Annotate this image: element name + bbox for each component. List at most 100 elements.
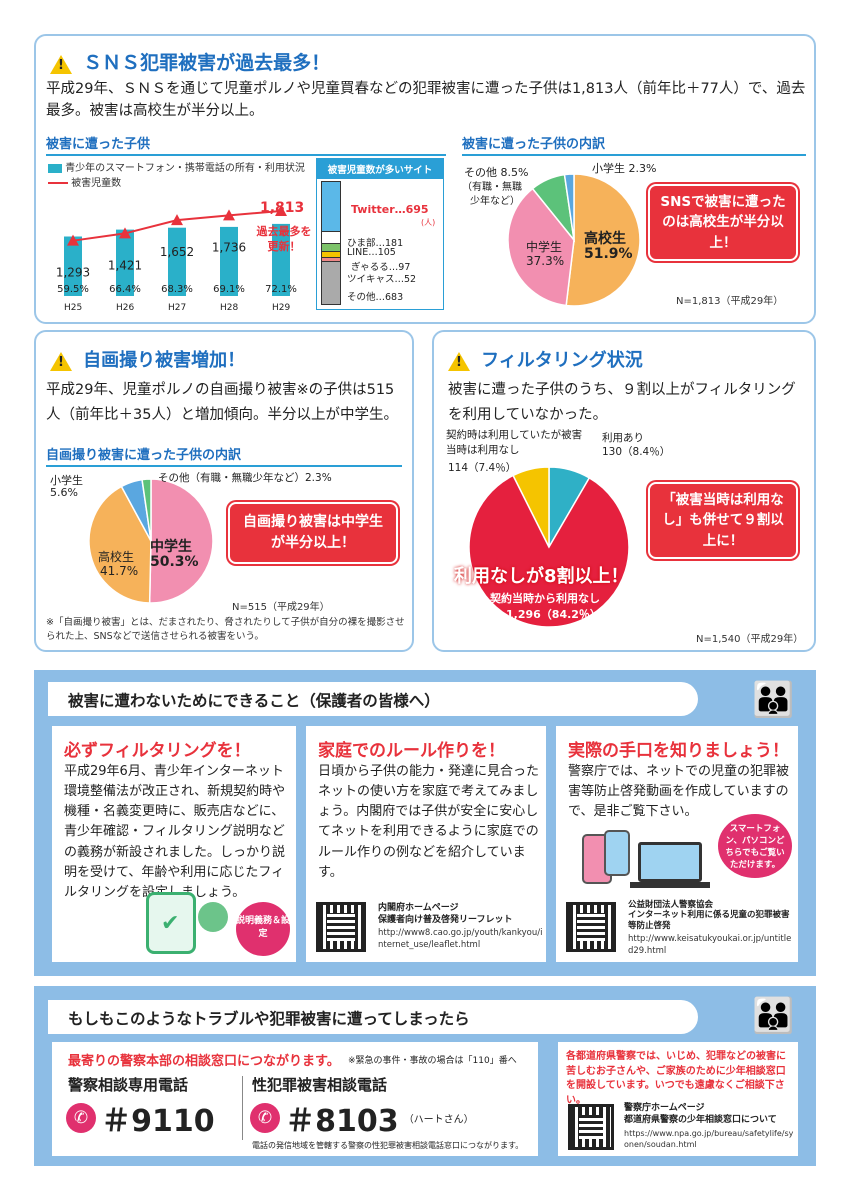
site-line: LINE…105 — [347, 247, 396, 258]
x-tick-label: H27 — [168, 303, 186, 311]
consult-panel: 各都道府県警察では、いじめ、犯罪などの被害に苦しむお子さんや、ご家族のために少年… — [558, 1042, 798, 1156]
sns-bar-chart: 59.5% H25 1,293 66.4% H26 1,421 68.3% H27 1,652 6… — [56, 204, 297, 311]
consult-src1: 警察庁ホームページ — [624, 1103, 705, 1113]
jig-other: その他（有職・無職少年など）2.3% — [158, 472, 332, 484]
pie1-chuu-pct: 37.3% — [526, 254, 565, 268]
pie-slice-1 — [507, 187, 575, 307]
sns-pie-chart — [507, 173, 641, 307]
highlight-value: 1,813 — [260, 200, 305, 216]
tips-heading-bar: 被害に遭わないためにできること（保護者の皆様へ） — [48, 682, 698, 716]
tip1-badge: 説明義務＆設定 — [236, 902, 290, 956]
qr-code-npa[interactable] — [568, 1104, 614, 1150]
filter-callout: 「被害当時は利用なし」も併せて９割以上に！ — [648, 482, 798, 559]
warning-icon — [448, 352, 470, 371]
t2-number-text: ＃8103 — [285, 1104, 399, 1139]
filter-title: フィルタリング状況 — [481, 350, 643, 371]
stack-twitcas — [321, 257, 341, 262]
sns-right-subtitle: 被害に遭った子供の内訳 — [462, 133, 806, 156]
site-twitcas: ツイキャス…52 — [347, 274, 417, 285]
legend-bar: 青少年のスマートフォン・携帯電話の所有・利用状況 — [48, 159, 305, 174]
phone-icon: ✆ — [250, 1103, 280, 1133]
x-tick-label: H29 — [272, 303, 290, 311]
bar-pct-label: 66.4% — [109, 284, 141, 295]
x-tick-label: H28 — [220, 303, 238, 311]
t1-number[interactable]: ✆ ＃9110 — [66, 1096, 215, 1140]
count-marker-H29 — [275, 204, 287, 216]
tip2-url[interactable]: http://www8.cao.go.jp/youth/kankyou/inte… — [378, 928, 543, 950]
count-label: 1,293 — [56, 266, 90, 280]
count-marker-H26 — [119, 227, 131, 239]
person-icon — [198, 902, 228, 932]
jig-koukou-pct: 41.7% — [100, 564, 139, 578]
x-tick-label: H26 — [116, 303, 134, 311]
pie-slice-3 — [563, 173, 575, 241]
consult-text: 各都道府県警察では、いじめ、犯罪などの被害に苦しむお子さんや、ご家族のために少年… — [566, 1051, 786, 1106]
pie-slice-0 — [565, 173, 641, 307]
sns-title: ＳＮＳ犯罪被害が過去最多！ — [83, 52, 331, 74]
pie1-other2: （有職・無職 — [462, 182, 522, 193]
highlight-text: 過去最多を更新！ — [256, 225, 312, 254]
x-tick-label: H25 — [64, 303, 82, 311]
filter-lbl-no-val: 1,296（84.2％） — [506, 608, 601, 621]
tip1-text: 平成29年6月、青少年インターネット環境整備法が改正され、新規契約時や機種・名義… — [64, 764, 286, 900]
jigadori-pie-chart — [88, 478, 214, 604]
filter-section: フィルタリング状況 被害に遭った子供のうち、９割以上がフィルタリングを利用してい… — [432, 330, 816, 652]
consult-src2: 都道府県警察の少年相談窓口について — [624, 1115, 777, 1125]
contact-lead-note: ※緊急の事件・事故の場合は「110」番へ — [348, 1056, 517, 1066]
pie1-koukou-pct: 51.9% — [584, 246, 633, 262]
pie1-shou: 小学生 2.3% — [592, 162, 657, 175]
warning-icon — [50, 55, 72, 74]
qr-code-cao[interactable] — [316, 902, 366, 952]
bar-pct-label: 68.3% — [161, 284, 193, 295]
sns-callout: SNSで被害に遭ったのは高校生が半分以上！ — [648, 184, 798, 261]
stack-himabu — [321, 231, 341, 245]
filter-pie-chart — [468, 466, 630, 628]
bar-H27 — [168, 227, 186, 296]
laptop-base — [630, 882, 710, 888]
sns-text: 平成29年、ＳＮＳを通じて児童ポルノや児童買春などの犯罪被害に遭った子供は1,8… — [46, 81, 806, 120]
tip2-src2: 保護者向け普及啓発リーフレット — [378, 915, 513, 925]
count-label: 1,652 — [160, 245, 194, 259]
legend-bar-swatch — [48, 163, 62, 173]
site-twitter: Twitter…695 — [351, 203, 429, 216]
site-himabu: ひま部…181 — [347, 238, 404, 249]
tip2-text: 日頃から子供の能力・発達に見合ったネットの使い方を家庭で考えてみましょう。内閣府… — [318, 764, 540, 880]
qr-code-keisatukyoukai[interactable] — [566, 902, 616, 952]
jigadori-callout: 自画撮り被害は中学生が半分以上！ — [228, 502, 398, 564]
shield-icon: ✔ — [161, 911, 180, 936]
jigadori-title: 自画撮り被害増加！ — [83, 350, 246, 371]
site-unit: (人) — [421, 218, 436, 227]
sites-title: 被害児童数が多いサイト — [317, 159, 443, 179]
jigadori-header: 自画撮り被害増加！ — [50, 346, 245, 372]
tip-card-methods: 実際の手口を知りましょう！ 警察庁では、ネットでの児童の犯罪被害等防止啓発動画を… — [556, 726, 798, 962]
filter-text: 被害に遭った子供のうち、９割以上がフィルタリングを利用していなかった。 — [448, 382, 796, 423]
stack-twitter — [321, 181, 341, 232]
phone-icon: ✆ — [66, 1103, 96, 1133]
contact-band: もしもこのようなトラブルや犯罪被害に遭ってしまったら 👪 最寄りの警察本部の相談… — [34, 986, 816, 1166]
tip3-url[interactable]: http://www.keisatukyoukai.or.jp/untitled… — [628, 934, 792, 956]
tip3-src1: 公益財団法人警察協会 — [628, 900, 714, 910]
site-other: その他…683 — [347, 292, 404, 303]
consult-url[interactable]: https://www.npa.go.jp/bureau/safetylife/… — [624, 1129, 794, 1150]
pie-slice-2 — [512, 466, 550, 548]
jigadori-subtitle: 自画撮り被害に遭った子供の内訳 — [46, 444, 402, 467]
bar-pct-label: 72.1% — [265, 284, 297, 295]
jig-koukou: 高校生 — [98, 550, 135, 564]
tip2-title: 家庭でのルール作りを！ — [318, 741, 505, 761]
stack-other — [321, 261, 341, 305]
tips-band: 被害に遭わないためにできること（保護者の皆様へ） 👪 必ずフィルタリングを！ 平… — [34, 670, 816, 976]
family-icon: 👪 — [752, 996, 795, 1036]
sites-stack — [321, 181, 341, 305]
t2-label: 性犯罪被害相談電話 — [252, 1076, 388, 1094]
t1-label: 警察相談専用電話 — [68, 1076, 189, 1094]
pie-slice-1 — [468, 474, 630, 628]
sns-section: ＳＮＳ犯罪被害が過去最多！ 平成29年、ＳＮＳを通じて児童ポルノや児童買春などの… — [34, 34, 816, 324]
smartphone-shield-icon: ✔ — [146, 892, 196, 954]
family-icon: 👪 — [752, 680, 795, 720]
t2-number[interactable]: ✆ ＃8103 （ハートさん） — [250, 1096, 474, 1140]
warning-icon — [50, 352, 72, 371]
filter-n-label: N=1,540（平成29年） — [696, 634, 804, 645]
legend-line-swatch — [48, 182, 68, 184]
t1-number-text: ＃9110 — [101, 1104, 215, 1139]
contact-heading-bar: もしもこのようなトラブルや犯罪被害に遭ってしまったら — [48, 1000, 698, 1034]
